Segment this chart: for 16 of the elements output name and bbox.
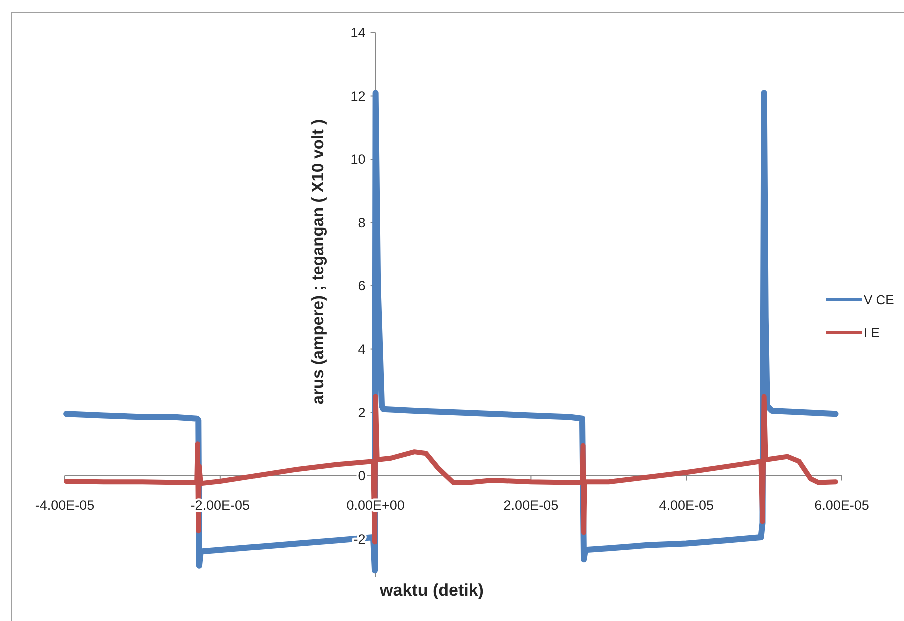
x-tick-label: 4.00E-05 (659, 498, 714, 513)
x-tick-label: -4.00E-05 (35, 498, 95, 513)
y-tick-label: 2 (358, 405, 366, 420)
y-tick-label: 12 (350, 88, 366, 104)
x-axis-title: waktu (detik) (379, 581, 484, 600)
y-axis-title: arus (ampere) ; tegangan ( X10 volt ) (310, 119, 328, 405)
x-tick-label: 2.00E-05 (504, 498, 559, 513)
y-tick-label: 10 (350, 152, 366, 168)
y-tick-label: 8 (358, 215, 366, 230)
y-tick-label: 0 (358, 468, 366, 484)
legend-label: V CE (864, 292, 895, 308)
y-tick-label: 6 (358, 278, 366, 294)
y-tick-label: 4 (358, 342, 366, 358)
legend-label: I E (864, 326, 880, 341)
y-tick-label: 14 (350, 26, 366, 41)
x-tick-label: 6.00E-05 (814, 498, 870, 513)
